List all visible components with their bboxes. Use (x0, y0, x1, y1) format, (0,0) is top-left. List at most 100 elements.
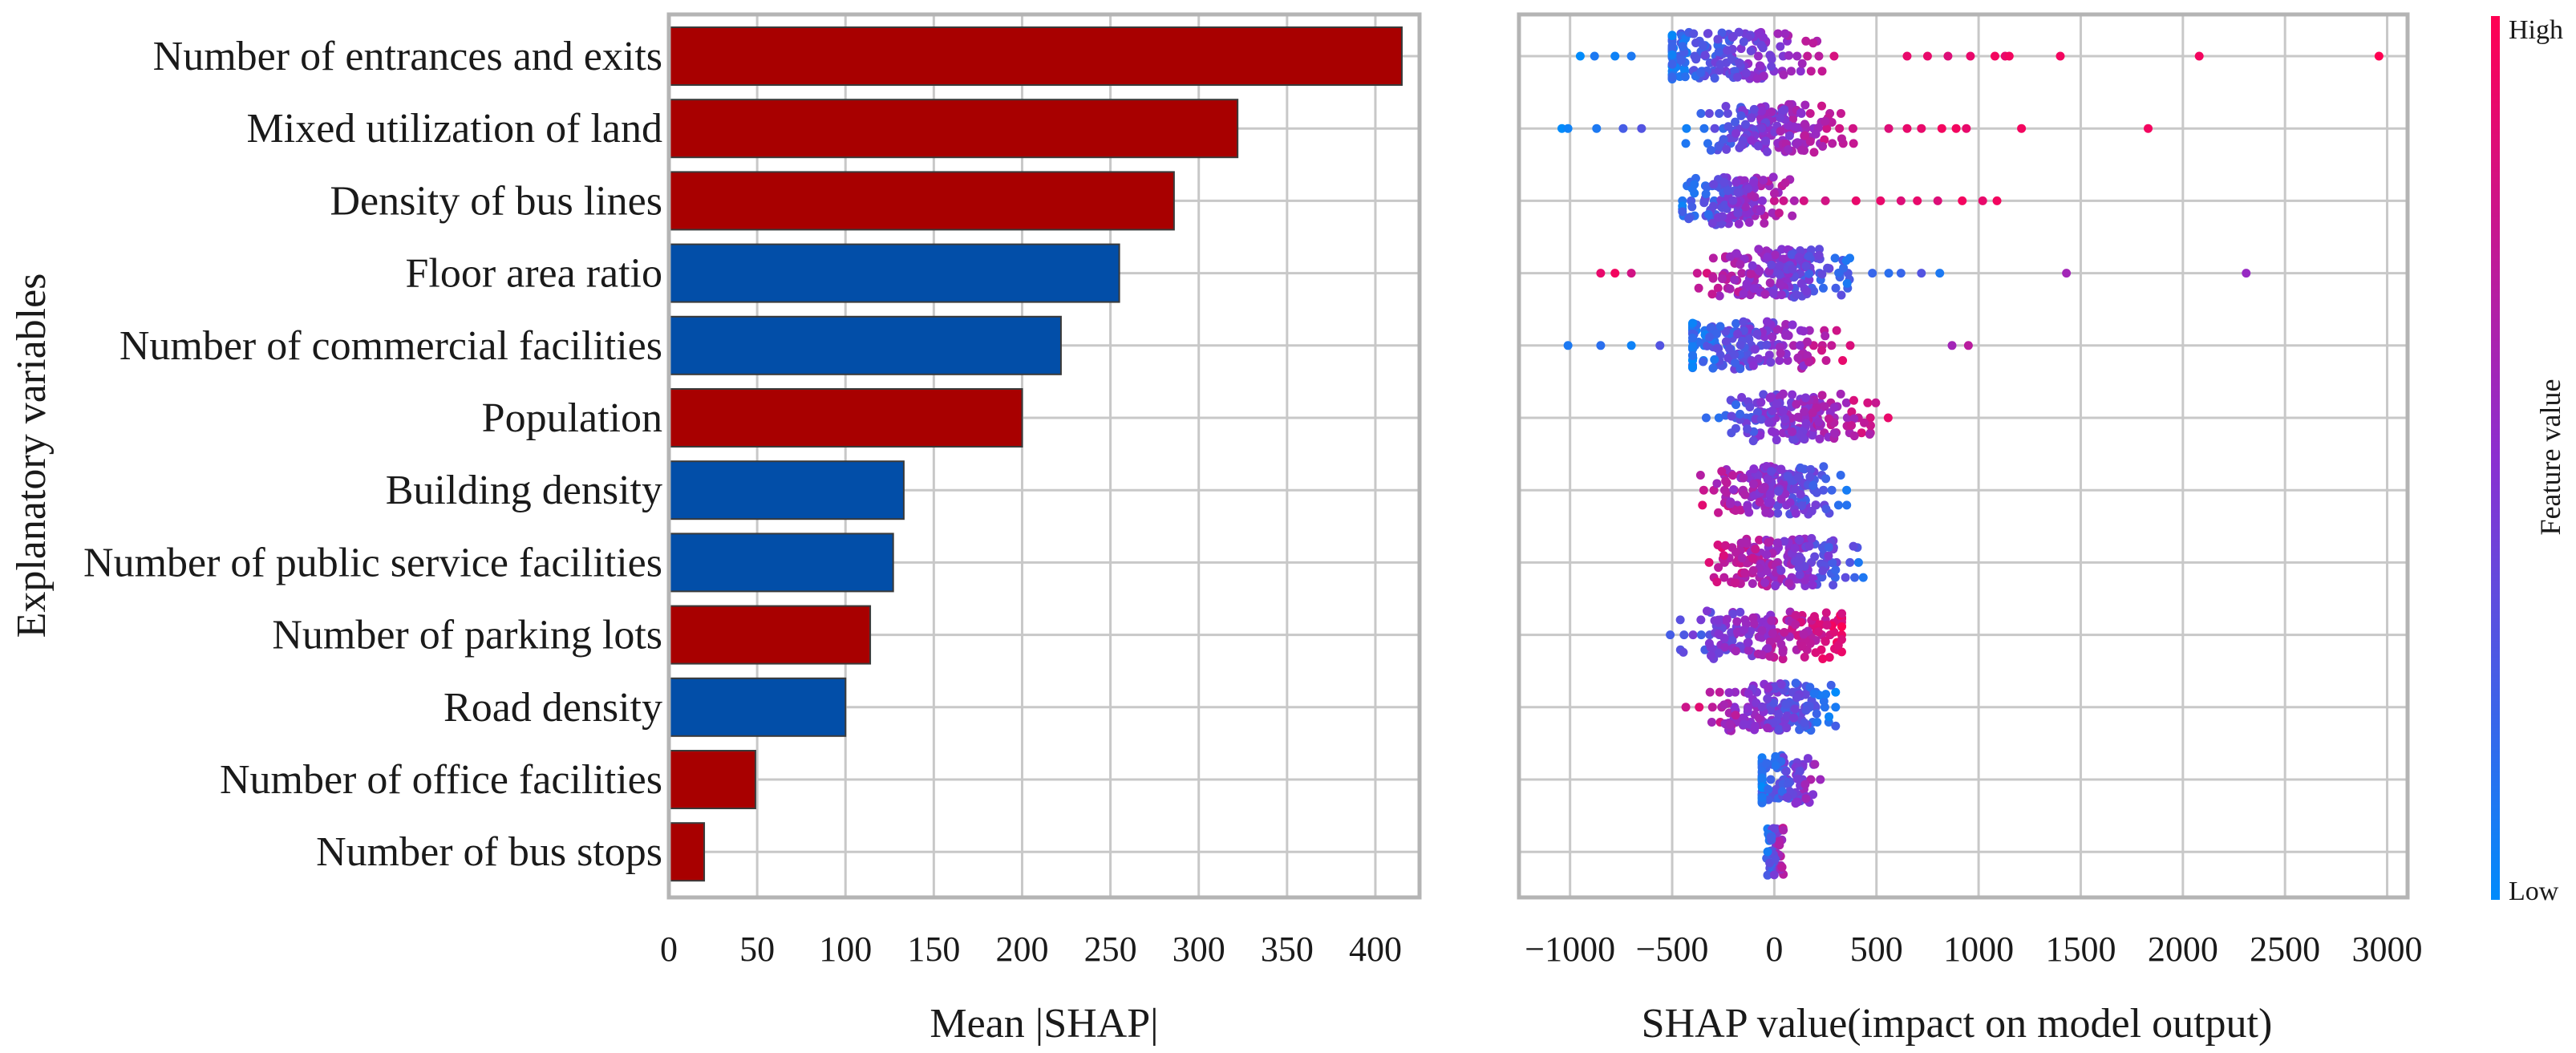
bar (668, 243, 1120, 303)
beeswarm-dot (1699, 124, 1709, 133)
beeswarm-dot (1829, 581, 1838, 590)
beeswarm-dot (1818, 566, 1828, 576)
bar-chart-y-axis-label: Explanatory variables (9, 273, 55, 638)
beeswarm-dot (1795, 767, 1804, 776)
bar-category-label: Number of commercial facilities (119, 323, 662, 369)
beeswarm-dot (1849, 139, 1858, 148)
beeswarm-grid (1519, 14, 2408, 897)
beeswarm-dot (1800, 393, 1810, 403)
beeswarm-outlier-dot (1896, 196, 1906, 205)
beeswarm-dot (1858, 573, 1868, 582)
beeswarm-dot (1794, 253, 1804, 262)
beeswarm-dot (1681, 703, 1691, 712)
beeswarm-dot (1744, 689, 1753, 699)
beeswarm-dot (1723, 46, 1732, 55)
beeswarm-dot (1755, 28, 1764, 38)
beeswarm-dot (1757, 792, 1767, 802)
beeswarm-dot (1714, 648, 1723, 658)
beeswarm-dot (1825, 712, 1834, 722)
beeswarm-dot (1736, 44, 1746, 54)
beeswarm-dot (1792, 51, 1802, 61)
beeswarm-dot (1757, 124, 1767, 133)
beeswarm-dot (1834, 268, 1844, 277)
beeswarm-dot (1736, 409, 1745, 419)
beeswarm-dot (1776, 680, 1786, 690)
beeswarm-dot (1703, 29, 1713, 38)
beeswarm-outlier-dot (2144, 124, 2153, 133)
beeswarm-dot (1715, 291, 1724, 301)
beeswarm-dot (1777, 862, 1787, 872)
beeswarm-dot (1776, 565, 1786, 575)
beeswarm-dot (1804, 541, 1814, 551)
beeswarm-dot (1747, 113, 1756, 123)
beeswarm-dot (1776, 639, 1786, 649)
beeswarm-dot (1773, 508, 1783, 518)
beeswarm-dot (1743, 424, 1752, 434)
beeswarm-dot (1780, 414, 1789, 423)
beeswarm-dot (1762, 340, 1772, 350)
beeswarm-dot (1827, 118, 1837, 128)
beeswarm-dot (1708, 273, 1718, 283)
beeswarm-outlier-dot (1933, 196, 1942, 205)
beeswarm-dot (1724, 344, 1734, 354)
beeswarm-dot (1679, 64, 1689, 74)
beeswarm-dot (1713, 540, 1723, 549)
bar-chart-category-labels: Number of entrances and exits Mixed utili… (83, 34, 662, 875)
beeswarm-dot (1739, 473, 1748, 483)
beeswarm-dot (1708, 201, 1718, 211)
beeswarm-dot (1764, 683, 1773, 693)
beeswarm-dot (1829, 51, 1839, 61)
beeswarm-dot (1797, 501, 1807, 511)
beeswarm-dot (1775, 269, 1784, 279)
beeswarm-dot (1812, 488, 1821, 497)
beeswarm-dot (1708, 253, 1718, 263)
colorbar-title: Feature value (2534, 379, 2566, 536)
beeswarm-dot (1736, 607, 1745, 617)
beeswarm-outlier-dot (2062, 269, 2072, 278)
beeswarm-dot (1727, 55, 1736, 64)
beeswarm-dot (1768, 629, 1777, 638)
beeswarm-dot (1804, 269, 1814, 278)
beeswarm-outlier-dot (1626, 341, 1636, 350)
beeswarm-dot (1762, 550, 1772, 560)
beeswarm-dot (1715, 109, 1724, 118)
colorbar-gradient (2491, 16, 2500, 900)
beeswarm-dot (1731, 117, 1740, 127)
beeswarm-dot (1796, 245, 1805, 255)
beeswarm-dot (1789, 196, 1799, 205)
beeswarm-dot (1784, 51, 1793, 60)
beeswarm-outlier-dot (1884, 124, 1894, 133)
beeswarm-dot (1701, 413, 1711, 423)
beeswarm-dot (1737, 553, 1747, 563)
bar-category-label: Density of bus lines (330, 178, 662, 224)
bar-category-label: Number of office facilities (220, 757, 662, 803)
beeswarm-dot (1702, 606, 1711, 616)
beeswarm-dot (1792, 399, 1801, 409)
beeswarm-dot (1759, 176, 1768, 185)
beeswarm-outlier-dot (1917, 269, 1926, 278)
beeswarm-x-tick-label: 2500 (2250, 929, 2320, 969)
beeswarm-dot (1768, 208, 1777, 217)
beeswarm-dot (1727, 32, 1737, 42)
beeswarm-dot (1795, 341, 1804, 350)
beeswarm-dot (1818, 654, 1828, 664)
beeswarm-dot (1737, 269, 1747, 278)
beeswarm-dot (1667, 30, 1677, 40)
beeswarm-dot (1749, 178, 1759, 188)
beeswarm-dot (1682, 124, 1691, 133)
beeswarm-dot (1800, 464, 1809, 474)
beeswarm-dot (1824, 414, 1833, 423)
beeswarm-dot (1752, 329, 1762, 338)
beeswarm-dot (1688, 630, 1698, 640)
beeswarm-dot (1700, 51, 1710, 60)
beeswarm-dot (1740, 569, 1750, 578)
beeswarm-outlier-dot (1966, 51, 1975, 61)
beeswarm-dot (1768, 427, 1777, 436)
beeswarm-dot (1865, 413, 1875, 423)
beeswarm-dot (1776, 348, 1785, 358)
beeswarm-dot (1810, 552, 1820, 561)
beeswarm-x-axis-label: SHAP value(impact on model output) (1642, 1001, 2273, 1047)
bar-x-tick-label: 100 (819, 929, 872, 969)
beeswarm-dot (1821, 474, 1831, 484)
beeswarm-dot (1729, 485, 1739, 495)
